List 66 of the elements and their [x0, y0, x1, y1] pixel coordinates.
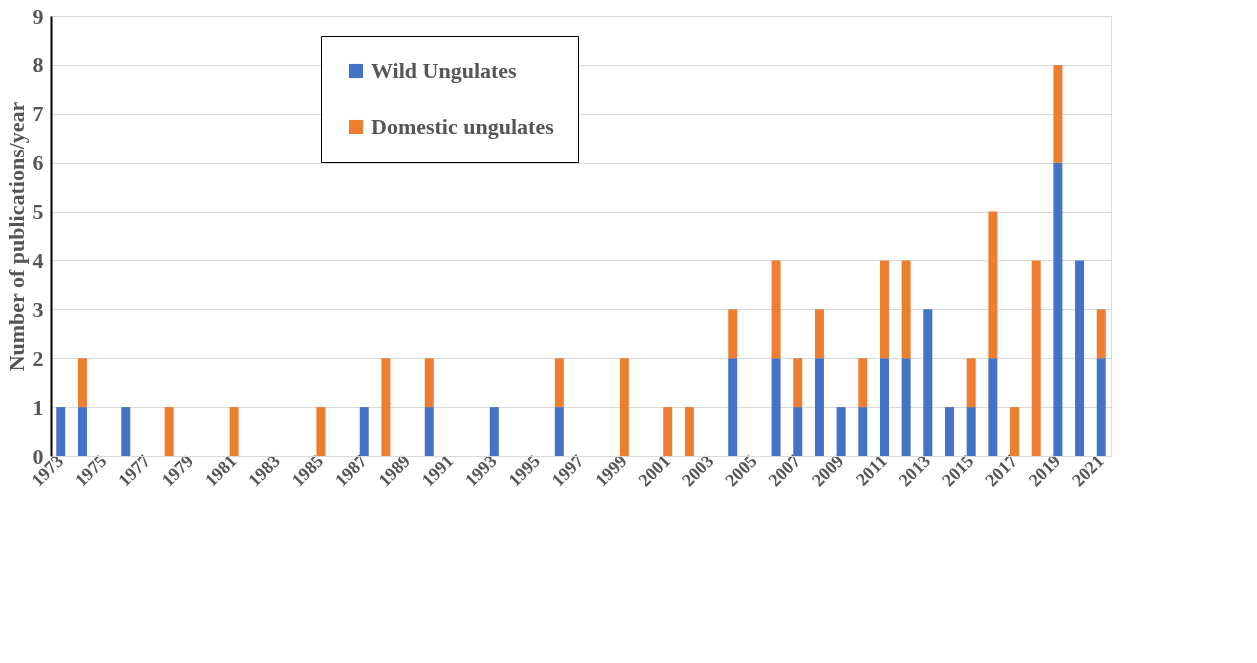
x-tick-label: 2021 [1068, 450, 1108, 491]
bar [771, 358, 781, 456]
bar [1053, 162, 1063, 456]
bar [1096, 309, 1106, 359]
y-tick-label: 6 [32, 150, 44, 176]
bar [554, 407, 564, 456]
legend-label: Domestic ungulates [371, 114, 555, 139]
bar [879, 358, 889, 456]
bar [923, 309, 933, 456]
bar [814, 358, 824, 456]
legend-label: Wild Ungulates [371, 58, 518, 83]
bar [966, 407, 976, 456]
bar [359, 407, 369, 456]
bar [164, 407, 174, 456]
bar [1031, 260, 1041, 456]
bar [814, 309, 824, 359]
y-axis-title: Number of publications/year [3, 101, 29, 372]
y-tick-label: 3 [32, 296, 44, 322]
bar [424, 358, 434, 408]
bar [489, 407, 499, 456]
bar [554, 358, 564, 408]
y-tick-label: 2 [32, 345, 44, 371]
bar [901, 358, 911, 456]
bar [1075, 260, 1085, 456]
bar [793, 407, 803, 456]
y-tick-label: 5 [32, 199, 44, 225]
bar [1096, 358, 1106, 456]
bar [229, 407, 239, 456]
bar [381, 358, 391, 456]
bar [56, 407, 66, 456]
bar [77, 407, 87, 456]
y-tick-label: 8 [32, 52, 44, 78]
bar [879, 260, 889, 359]
bar [771, 260, 781, 359]
bar [988, 358, 998, 456]
x-tick-label: 2001 [634, 450, 675, 491]
bar [684, 407, 694, 456]
bar [77, 358, 87, 408]
x-tick-label: 1991 [417, 450, 458, 491]
y-tick-label: 9 [32, 3, 44, 29]
bar [424, 407, 434, 456]
y-tick-label: 7 [32, 101, 44, 127]
bar [728, 309, 738, 359]
x-tick-label: 1983 [244, 450, 284, 491]
bar [793, 358, 803, 408]
bar [901, 260, 911, 359]
x-tick-label: 1979 [157, 450, 198, 491]
x-tick-label: 2019 [1024, 450, 1065, 491]
x-tick-label: 1981 [200, 450, 241, 491]
bar [858, 407, 868, 456]
x-tick-label: 2011 [851, 450, 891, 490]
bar [728, 358, 738, 456]
y-tick-label: 4 [32, 247, 44, 273]
y-tick-label: 1 [32, 394, 44, 420]
bar [1010, 407, 1020, 456]
bar [836, 407, 846, 456]
x-tick-label: 1993 [461, 450, 501, 491]
bar [316, 407, 326, 456]
bar [619, 358, 629, 456]
bar [858, 358, 868, 408]
bar [1053, 64, 1063, 163]
bar [988, 211, 998, 359]
bar [945, 407, 955, 456]
bar [121, 407, 131, 456]
bar [966, 358, 976, 408]
bar [663, 407, 673, 456]
